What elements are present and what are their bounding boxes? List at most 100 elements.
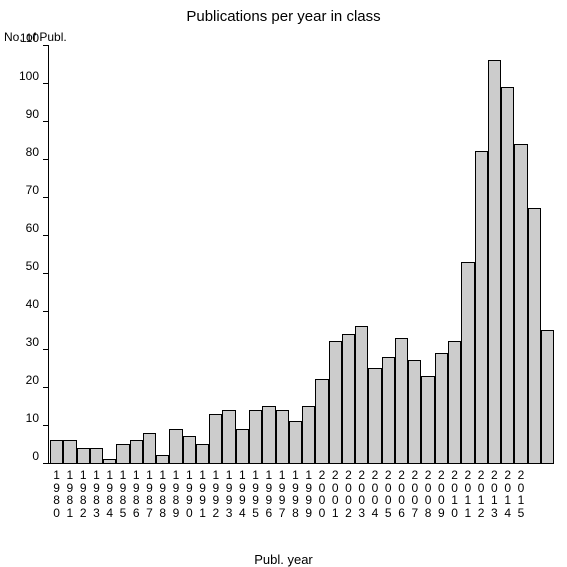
- bar-slot: 1 9 8 0: [50, 46, 63, 463]
- bars-wrap: 1 9 8 01 9 8 11 9 8 21 9 8 31 9 8 41 9 8…: [50, 46, 554, 463]
- x-tick-label: 2 0 0 5: [385, 469, 392, 519]
- bar: [236, 429, 249, 463]
- bar-slot: 2 0 0 7: [408, 46, 421, 463]
- bar-slot: 1 9 8 1: [63, 46, 76, 463]
- bar: [368, 368, 381, 463]
- bar-slot: 2 0 1 2: [475, 46, 488, 463]
- bar-slot: 2 0 0 0: [315, 46, 328, 463]
- x-tick-label: 2 0 1 4: [504, 469, 511, 519]
- x-tick-label: 2 0 0 2: [345, 469, 352, 519]
- bar: [488, 60, 501, 463]
- bar: [116, 444, 129, 463]
- bar: [209, 414, 222, 463]
- bar-slot: 1 9 9 3: [222, 46, 235, 463]
- bar-slot: 2 0 0 5: [382, 46, 395, 463]
- bar: [183, 436, 196, 463]
- bar: [461, 262, 474, 463]
- bar: [448, 341, 461, 463]
- y-tick-mark: [43, 349, 49, 350]
- y-tick-mark: [43, 83, 49, 84]
- bar-slot: 2 0 0 1: [329, 46, 342, 463]
- y-tick-mark: [43, 425, 49, 426]
- bar-slot: 2 0 1 0: [448, 46, 461, 463]
- y-tick-mark: [43, 311, 49, 312]
- bar-slot: 2 0 0 6: [395, 46, 408, 463]
- bar-slot: 1 9 8 5: [116, 46, 129, 463]
- y-tick-label: 70: [26, 183, 39, 197]
- bar: [103, 459, 116, 463]
- y-tick-label: 10: [26, 411, 39, 425]
- bar: [77, 448, 90, 463]
- x-tick-label: 2 0 0 4: [372, 469, 379, 519]
- bar: [475, 151, 488, 463]
- bar-slot: 1 9 9 7: [276, 46, 289, 463]
- y-tick-label: 40: [26, 297, 39, 311]
- x-tick-label: 1 9 8 2: [80, 469, 87, 519]
- bar: [262, 406, 275, 463]
- y-tick-label: 80: [26, 145, 39, 159]
- x-tick-label: 1 9 9 9: [305, 469, 312, 519]
- y-tick-mark: [43, 121, 49, 122]
- x-tick-label: 2 0 0 9: [438, 469, 445, 519]
- y-tick-mark: [43, 197, 49, 198]
- y-tick-mark: [43, 387, 49, 388]
- bar: [222, 410, 235, 463]
- x-tick-label: 2 0 1 0: [451, 469, 458, 519]
- chart-title: Publications per year in class: [0, 8, 567, 25]
- bar: [355, 326, 368, 463]
- bar-slot: 1 9 9 9: [302, 46, 315, 463]
- x-tick-label: 2 0 0 1: [332, 469, 339, 519]
- bar: [501, 87, 514, 463]
- bar: [143, 433, 156, 463]
- bar: [90, 448, 103, 463]
- x-tick-label: 1 9 9 2: [212, 469, 219, 519]
- x-tick-label: 2 0 0 8: [425, 469, 432, 519]
- bar: [315, 379, 328, 463]
- bar: [63, 440, 76, 463]
- x-tick-label: 2 0 1 5: [518, 469, 525, 519]
- y-tick-label: 20: [26, 373, 39, 387]
- bar-slot: 2 0 0 9: [435, 46, 448, 463]
- y-tick-label: 30: [26, 335, 39, 349]
- x-tick-label: 1 9 8 5: [120, 469, 127, 519]
- bar-slot: 2 0 0 2: [342, 46, 355, 463]
- bar: [514, 144, 527, 463]
- x-tick-label: 1 9 9 0: [186, 469, 193, 519]
- bar: [541, 330, 554, 463]
- bar-slot: 1 9 9 6: [262, 46, 275, 463]
- y-tick-label: 90: [26, 107, 39, 121]
- bar: [528, 208, 541, 463]
- bar: [276, 410, 289, 463]
- bar: [342, 334, 355, 463]
- bar: [382, 357, 395, 463]
- bar: [169, 429, 182, 463]
- bar: [156, 455, 169, 463]
- x-tick-label: 1 9 8 3: [93, 469, 100, 519]
- x-tick-label: 1 9 8 1: [67, 469, 74, 519]
- x-tick-label: 2 0 0 6: [398, 469, 405, 519]
- x-tick-label: 1 9 9 6: [266, 469, 273, 519]
- bar: [302, 406, 315, 463]
- x-tick-label: 1 9 9 3: [226, 469, 233, 519]
- bar-slot: 1 9 8 3: [90, 46, 103, 463]
- y-tick-label: 50: [26, 259, 39, 273]
- y-tick-label: 0: [32, 449, 39, 463]
- y-tick-mark: [43, 159, 49, 160]
- bar-slot: [528, 46, 541, 463]
- bar-slot: 1 9 9 5: [249, 46, 262, 463]
- bar-slot: 1 9 9 1: [196, 46, 209, 463]
- y-tick-mark: [43, 273, 49, 274]
- x-tick-label: 1 9 8 8: [159, 469, 166, 519]
- bar: [435, 353, 448, 463]
- bar: [395, 338, 408, 463]
- publications-bar-chart: Publications per year in class No. of Pu…: [0, 0, 567, 567]
- plot-area: 1 9 8 01 9 8 11 9 8 21 9 8 31 9 8 41 9 8…: [48, 46, 554, 464]
- x-tick-label: 1 9 9 7: [279, 469, 286, 519]
- bar-slot: 2 0 1 1: [461, 46, 474, 463]
- x-tick-label: 1 9 9 8: [292, 469, 299, 519]
- bar: [421, 376, 434, 463]
- bar-slot: 2 0 1 5: [514, 46, 527, 463]
- x-tick-label: 1 9 9 4: [239, 469, 246, 519]
- bar-slot: 2 0 1 4: [501, 46, 514, 463]
- y-tick-mark: [43, 45, 49, 46]
